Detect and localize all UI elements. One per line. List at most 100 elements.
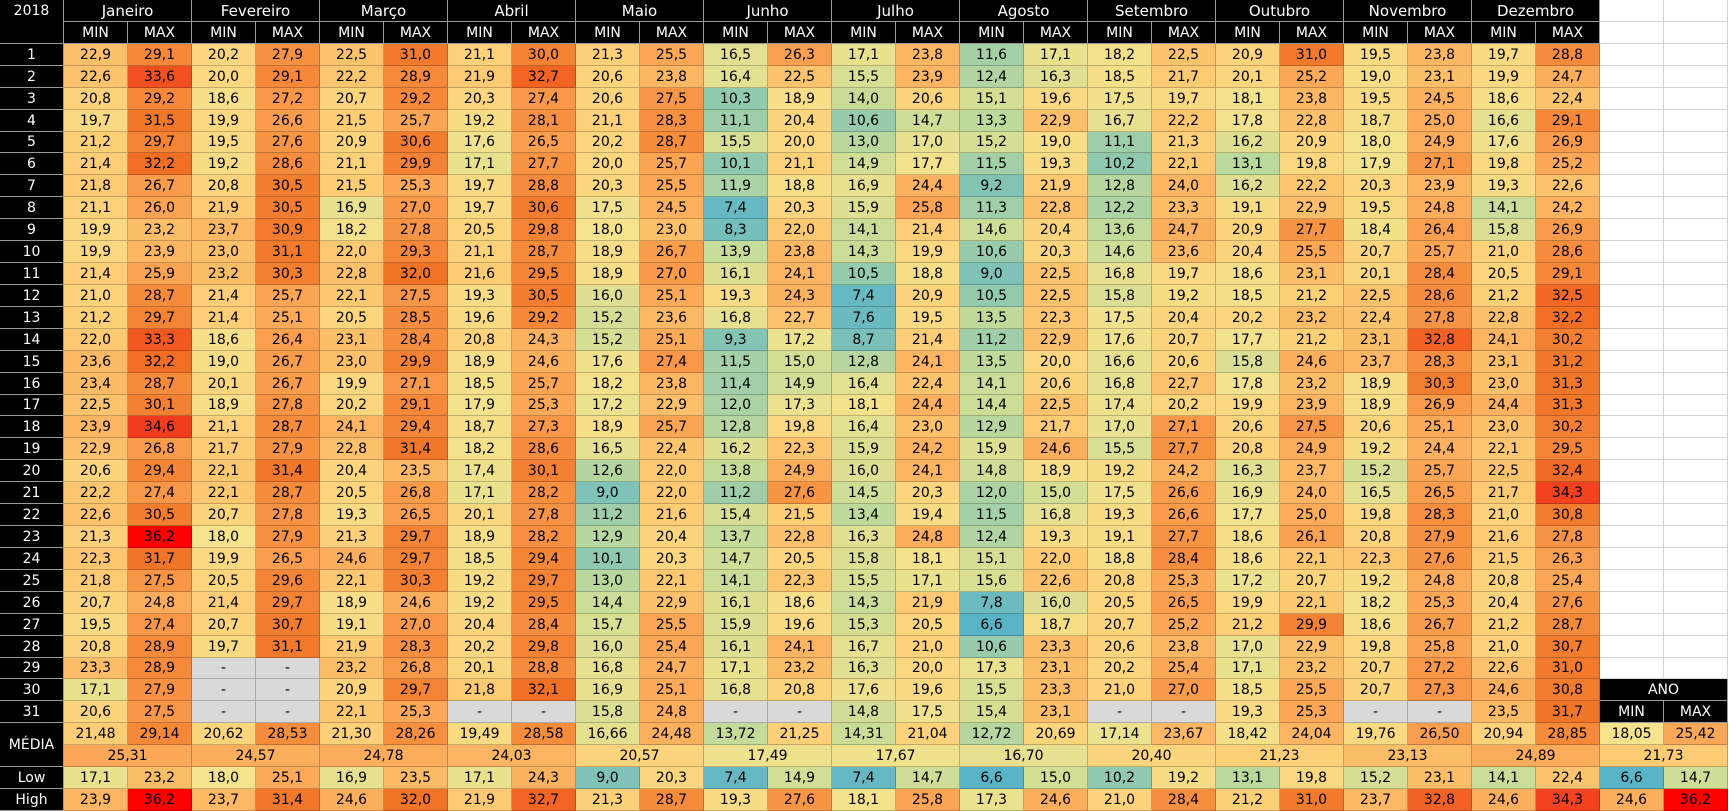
average-month-cell: 21,23 — [1216, 745, 1344, 767]
temperature-cell: 26,9 — [1536, 219, 1600, 241]
temperature-cell: 29,7 — [384, 548, 448, 570]
temperature-cell: 27,9 — [256, 438, 320, 460]
temperature-cell: 17,0 — [896, 132, 960, 153]
temperature-cell: 16,3 — [832, 526, 896, 548]
temperature-cell: 19,2 — [1344, 570, 1408, 592]
day-label: 25 — [0, 570, 64, 592]
temperature-cell: 18,9 — [1344, 373, 1408, 395]
temperature-cell: 20,6 — [1088, 636, 1152, 658]
temperature-cell: 20,9 — [320, 132, 384, 153]
temperature-cell: 23,6 — [64, 351, 128, 373]
temperature-cell: 25,4 — [640, 636, 704, 658]
temperature-cell: - — [256, 658, 320, 679]
temperature-cell: 19,5 — [896, 307, 960, 329]
temperature-cell: 30,3 — [1408, 373, 1472, 395]
temperature-cell: 32,4 — [1536, 460, 1600, 482]
temperature-cell: 20,6 — [576, 66, 640, 88]
temperature-cell: 24,6 — [1024, 438, 1088, 460]
temperature-cell: 17,7 — [896, 153, 960, 175]
month-header: Dezembro — [1472, 0, 1600, 22]
temperature-cell: 20,7 — [1280, 570, 1344, 592]
temperature-cell: 30,2 — [1536, 329, 1600, 351]
temperature-cell: 20,3 — [448, 88, 512, 110]
temperature-cell: 20,6 — [576, 88, 640, 110]
temperature-cell: 27,2 — [256, 88, 320, 110]
temperature-cell: - — [704, 701, 768, 723]
average-month-cell: 21,73 — [1600, 745, 1728, 767]
temperature-cell: 28,3 — [1408, 351, 1472, 373]
temperature-cell: 23,8 — [640, 373, 704, 395]
temperature-cell: 29,8 — [512, 636, 576, 658]
temperature-cell: 19,8 — [1280, 153, 1344, 175]
average-cell: 25,42 — [1664, 723, 1728, 745]
high-cell: 24,6 — [1024, 789, 1088, 811]
temperature-cell: 16,3 — [1024, 66, 1088, 88]
temperature-cell: 30,1 — [128, 395, 192, 416]
average-cell: 14,31 — [832, 723, 896, 745]
temperature-cell: 27,6 — [1408, 548, 1472, 570]
temperature-cell: 21,0 — [1088, 679, 1152, 701]
temperature-cell: 15,2 — [576, 307, 640, 329]
day-label: 15 — [0, 351, 64, 373]
empty-cell — [1600, 0, 1664, 22]
temperature-cell: 30,8 — [1536, 679, 1600, 701]
day-label: 8 — [0, 197, 64, 219]
temperature-cell: 13,6 — [1088, 219, 1152, 241]
average-cell: 18,05 — [1600, 723, 1664, 745]
temperature-cell: 18,5 — [448, 548, 512, 570]
day-label: 22 — [0, 504, 64, 526]
temperature-cell: 27,9 — [256, 44, 320, 66]
temperature-cell: 18,8 — [1088, 548, 1152, 570]
temperature-cell: 11,4 — [704, 373, 768, 395]
temperature-cell: 22,1 — [1280, 548, 1344, 570]
average-month-cell: 24,03 — [448, 745, 576, 767]
temperature-cell: 29,2 — [512, 307, 576, 329]
temperature-cell: 28,8 — [512, 658, 576, 679]
temperature-cell: 18,6 — [1344, 614, 1408, 636]
temperature-cell: 15,8 — [1088, 285, 1152, 307]
temperature-cell: 31,2 — [1536, 351, 1600, 373]
average-month-cell: 23,13 — [1344, 745, 1472, 767]
temperature-cell: 28,6 — [512, 438, 576, 460]
temperature-cell: 19,9 — [896, 241, 960, 263]
temperature-cell: 20,7 — [1344, 658, 1408, 679]
temperature-cell: 15,5 — [832, 570, 896, 592]
temperature-cell: 21,2 — [64, 132, 128, 153]
temperature-cell: 29,2 — [384, 88, 448, 110]
temperature-cell: 19,7 — [448, 197, 512, 219]
temperature-cell: 16,7 — [832, 636, 896, 658]
temperature-cell: 20,8 — [1344, 526, 1408, 548]
temperature-cell: 34,6 — [128, 416, 192, 438]
temperature-cell: 17,8 — [1216, 373, 1280, 395]
temperature-cell: 13,1 — [1216, 153, 1280, 175]
high-cell: 32,0 — [384, 789, 448, 811]
temperature-cell: 21,2 — [1216, 614, 1280, 636]
empty-cell — [1600, 44, 1664, 66]
temperature-cell: 11,1 — [704, 110, 768, 132]
temperature-cell: 23,9 — [128, 241, 192, 263]
temperature-cell: 33,3 — [128, 329, 192, 351]
empty-cell — [1600, 614, 1664, 636]
average-month-cell: 24,78 — [320, 745, 448, 767]
temperature-cell: 14,1 — [704, 570, 768, 592]
temperature-cell: 18,0 — [192, 526, 256, 548]
temperature-cell: 20,7 — [192, 504, 256, 526]
temperature-cell: 23,6 — [640, 307, 704, 329]
temperature-cell: 23,9 — [1408, 175, 1472, 197]
temperature-cell: 16,6 — [1472, 110, 1536, 132]
temperature-cell: 20,8 — [1472, 570, 1536, 592]
temperature-cell: 26,5 — [1152, 592, 1216, 614]
temperature-cell: 29,9 — [384, 153, 448, 175]
temperature-cell: 19,9 — [192, 548, 256, 570]
temperature-cell: 15,9 — [704, 614, 768, 636]
average-cell: 24,04 — [1280, 723, 1344, 745]
temperature-cell: 29,7 — [512, 570, 576, 592]
empty-cell — [1664, 197, 1728, 219]
temperature-cell: 20,5 — [768, 548, 832, 570]
temperature-cell: 19,1 — [1088, 526, 1152, 548]
temperature-cell: 16,1 — [704, 592, 768, 614]
temperature-cell: 15,9 — [832, 197, 896, 219]
temperature-cell: 25,1 — [1408, 416, 1472, 438]
empty-cell — [1664, 416, 1728, 438]
temperature-cell: 21,2 — [1472, 614, 1536, 636]
